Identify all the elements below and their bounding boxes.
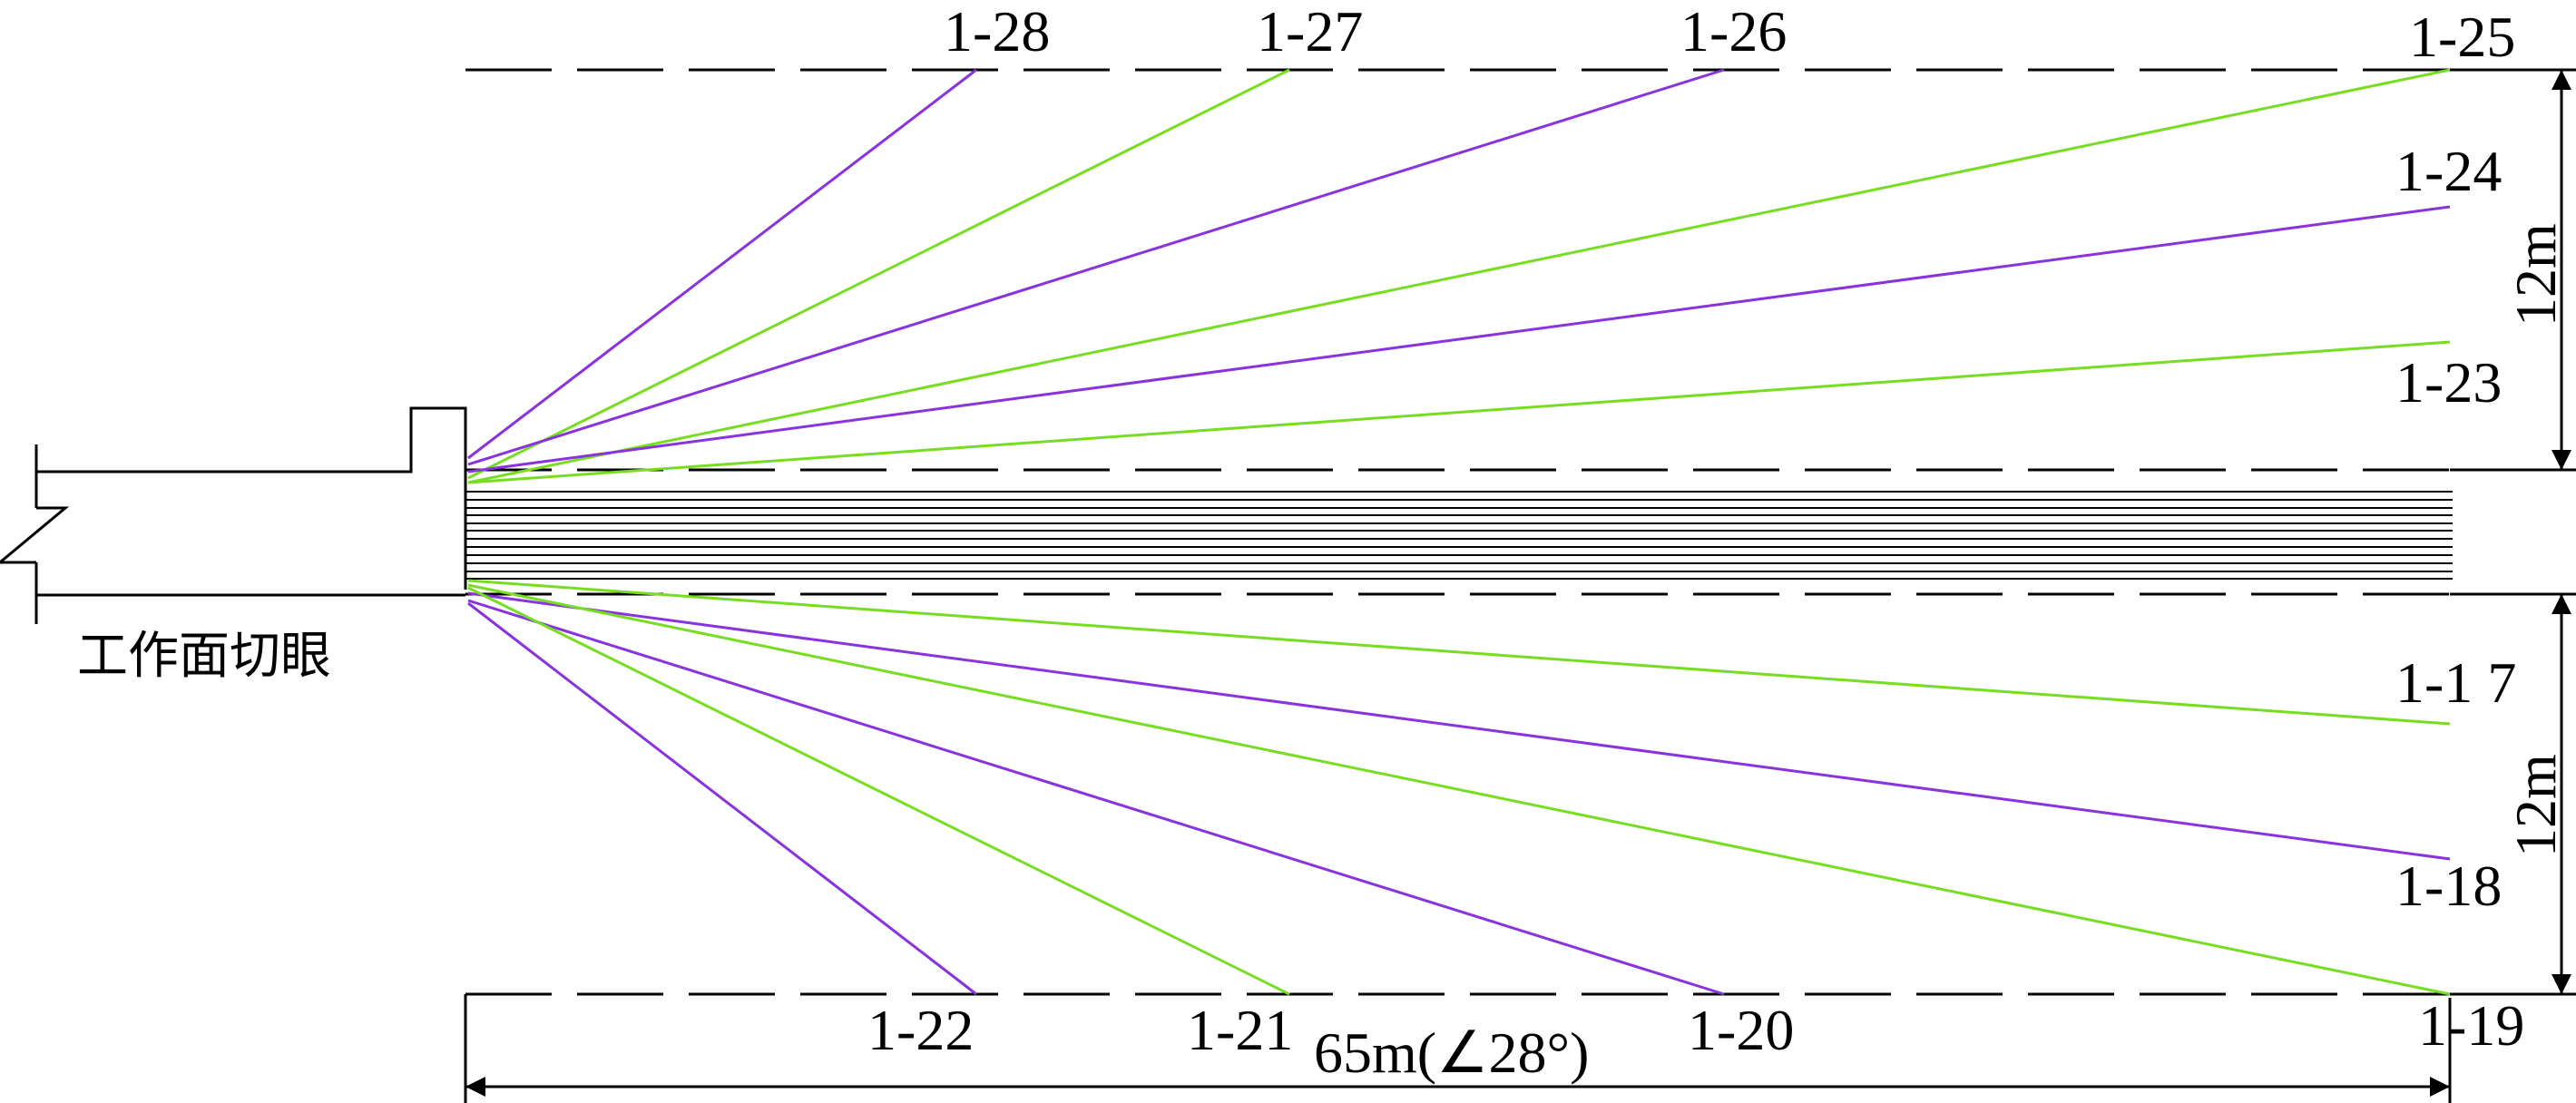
hole-label-1-26: 1-26	[1680, 0, 1787, 63]
drill-hole-1-24	[467, 205, 2451, 473]
drill-hole-1-21	[467, 586, 1290, 996]
drill-hole-1-26	[467, 68, 1725, 466]
drill-hole-1-20	[467, 599, 1725, 996]
drill-hole-1-23	[467, 340, 2451, 484]
dim-upper-label: 12m	[2503, 223, 2568, 327]
hole-label-1-20: 1-20	[1688, 998, 1794, 1062]
coal-seam-hatching	[465, 491, 2453, 580]
drill-hole-1-22	[467, 601, 977, 996]
break-symbol	[0, 506, 70, 564]
roadway-top-edge	[36, 406, 467, 590]
hole-labels-upper: 1-28 1-27 1-26 1-25 1-24 1-23	[944, 0, 2515, 415]
drill-hole-1-19	[467, 583, 2451, 996]
hole-label-1-17: 1-1 7	[2395, 650, 2516, 715]
hole-label-1-21: 1-21	[1187, 998, 1293, 1062]
hole-label-1-28: 1-28	[944, 0, 1050, 63]
hole-label-1-25: 1-25	[2409, 5, 2515, 69]
drill-hole-1-17	[467, 579, 2451, 726]
hole-label-1-23: 1-23	[2395, 350, 2502, 415]
dim-lower-label: 12m	[2503, 754, 2568, 857]
working-face-outline	[0, 406, 467, 624]
hole-label-1-27: 1-27	[1257, 0, 1363, 63]
dim-total-label: 65m(∠28°)	[1314, 1020, 1589, 1085]
hole-labels-lower: 1-1 7 1-18 1-19 1-20 1-21 1-22	[867, 650, 2524, 1062]
hole-label-1-19: 1-19	[2418, 993, 2524, 1058]
dimension-lines	[464, 68, 2576, 1103]
drill-hole-1-18	[467, 591, 2451, 861]
hole-label-1-18: 1-18	[2395, 854, 2502, 918]
hole-label-1-24: 1-24	[2395, 139, 2502, 203]
working-face-caption: 工作面切眼	[77, 627, 331, 686]
boundary-dashed-lines	[465, 68, 2532, 996]
hole-label-1-22: 1-22	[867, 998, 974, 1062]
drill-hole-1-25	[467, 68, 2451, 484]
drill-hole-1-27	[467, 68, 1290, 480]
drill-holes	[467, 68, 2451, 996]
drill-hole-1-28	[467, 68, 977, 460]
